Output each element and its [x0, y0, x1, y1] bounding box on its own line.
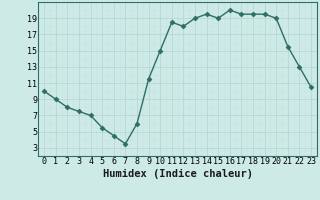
X-axis label: Humidex (Indice chaleur): Humidex (Indice chaleur) [103, 169, 252, 179]
